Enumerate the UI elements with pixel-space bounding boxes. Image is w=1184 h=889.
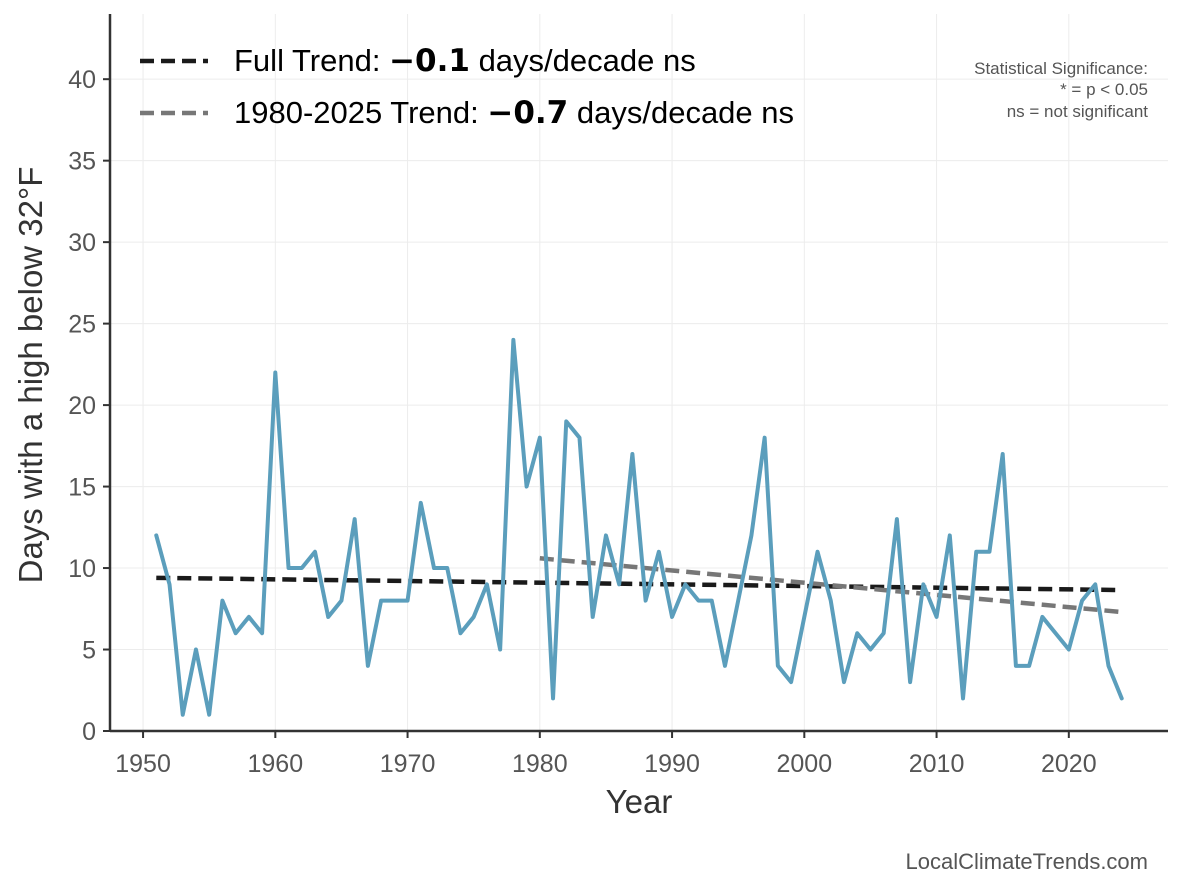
y-tick-label-25: 25: [68, 311, 96, 339]
data-series: [154, 337, 1124, 717]
x-tick-label-1950: 1950: [115, 750, 171, 778]
y-tick-label-10: 10: [68, 555, 96, 583]
significance-line-1: * = p < 0.05: [1060, 80, 1148, 99]
y-axis-title: Days with a high below 32°F: [12, 167, 49, 584]
y-tick-label-0: 0: [82, 718, 96, 746]
x-tick-label-1990: 1990: [644, 750, 700, 778]
watermark: LocalClimateTrends.com: [906, 849, 1149, 874]
grid-lines: [110, 14, 1168, 732]
legend: Full Trend: −0.1 days/decade ns 1980-202…: [140, 43, 794, 131]
significance-title: Statistical Significance:: [974, 59, 1148, 78]
legend-full-trend-value: −0.1: [389, 43, 470, 79]
trend-line-0: [156, 575, 1122, 593]
legend-label-1980-trend: 1980-2025 Trend: −0.7 days/decade ns: [234, 95, 794, 131]
y-tick-label-5: 5: [82, 637, 96, 665]
y-axis-ticks: 0 5 10 15 20 25 30 35 40: [68, 66, 110, 746]
legend-1980-trend-prefix: 1980-2025 Trend:: [234, 95, 487, 130]
significance-line-2: ns = not significant: [1007, 102, 1149, 121]
legend-full-trend-suffix: days/decade ns: [470, 43, 696, 78]
y-tick-label-15: 15: [68, 474, 96, 502]
x-tick-label-1970: 1970: [380, 750, 436, 778]
y-tick-label-35: 35: [68, 148, 96, 176]
trend-lines: [156, 556, 1122, 615]
legend-full-trend-prefix: Full Trend:: [234, 43, 389, 78]
x-axis-ticks: 1950 1960 1970 1980 1990 2000 2010 2020: [115, 731, 1097, 778]
x-tick-label-2000: 2000: [777, 750, 833, 778]
y-tick-label-40: 40: [68, 66, 96, 94]
x-tick-label-2020: 2020: [1041, 750, 1097, 778]
legend-1980-trend-suffix: days/decade ns: [568, 95, 794, 130]
y-tick-label-30: 30: [68, 229, 96, 257]
significance-note: Statistical Significance: * = p < 0.05 n…: [974, 59, 1148, 121]
x-tick-label-1960: 1960: [248, 750, 304, 778]
x-axis-title: Year: [606, 783, 673, 820]
legend-label-full-trend: Full Trend: −0.1 days/decade ns: [234, 43, 696, 79]
trend-line-1: [539, 556, 1122, 615]
y-tick-label-20: 20: [68, 392, 96, 420]
legend-1980-trend-value: −0.7: [487, 95, 568, 131]
x-tick-label-1980: 1980: [512, 750, 568, 778]
series-line-0: [154, 337, 1124, 717]
x-tick-label-2010: 2010: [909, 750, 965, 778]
